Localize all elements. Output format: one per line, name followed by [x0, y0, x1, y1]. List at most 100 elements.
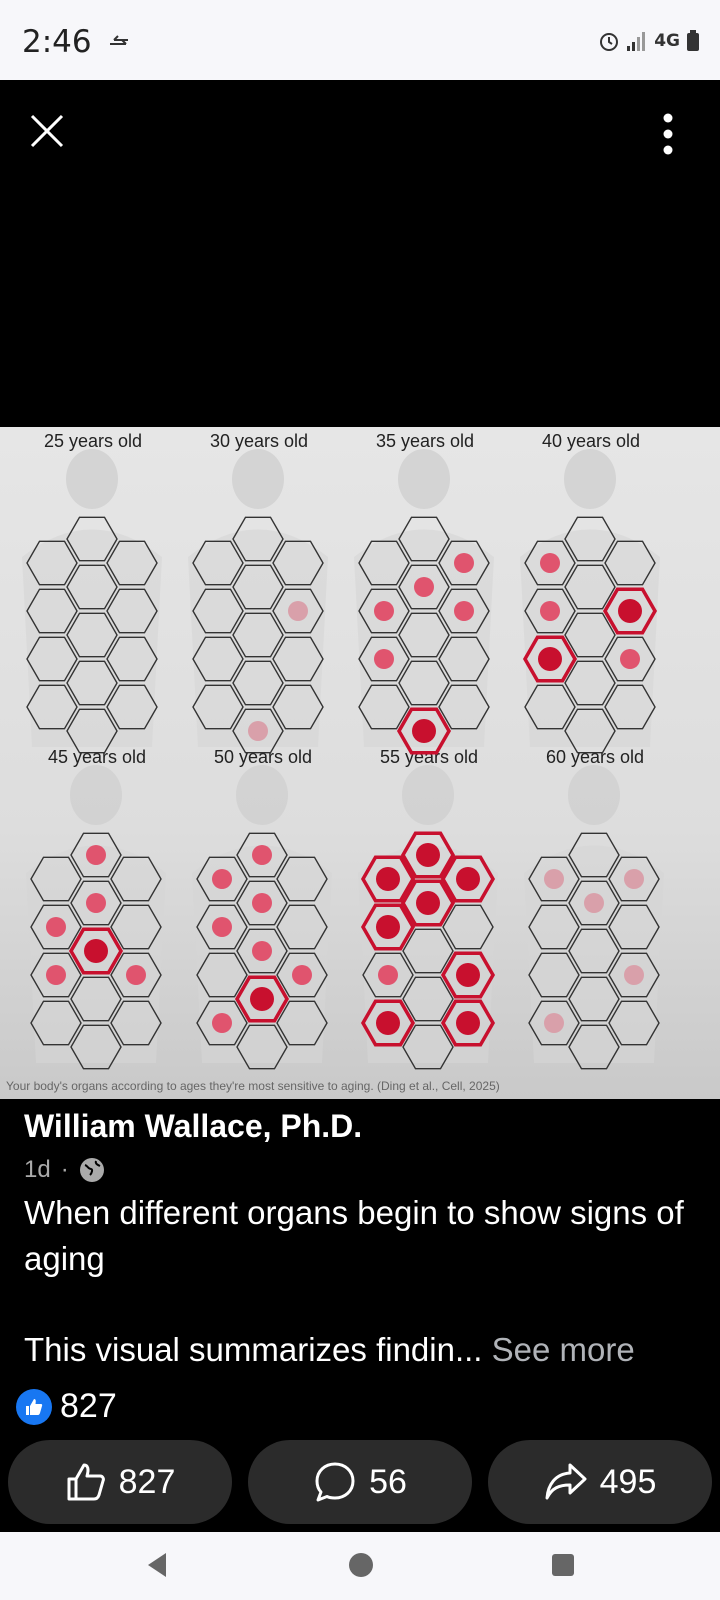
- hex-cell: [68, 927, 124, 975]
- hex-cell: [66, 708, 118, 754]
- organ-icon: [618, 599, 643, 623]
- post-excerpt: This visual summarizes findin...: [24, 1331, 483, 1368]
- hex-cell: [192, 636, 244, 682]
- organ-icon: [454, 553, 475, 573]
- comment-button[interactable]: 56: [248, 1440, 472, 1524]
- meta-separator: ·: [60, 1156, 69, 1183]
- silhouette-body: [520, 529, 660, 747]
- organ-icon: [375, 1011, 400, 1035]
- hex-cell: [192, 588, 244, 634]
- post-meta: 1d ·: [24, 1156, 105, 1184]
- like-count: 827: [118, 1462, 176, 1501]
- organ-icon: [252, 941, 272, 961]
- hex-cell: [110, 952, 162, 998]
- organ-icon: [211, 1013, 232, 1033]
- hex-cell: [360, 903, 416, 951]
- hex-cell: [30, 856, 82, 902]
- hex-cell: [276, 904, 328, 950]
- network-type: 4G: [654, 31, 680, 51]
- organ-icon: [454, 601, 475, 621]
- globe-icon: [79, 1158, 104, 1182]
- hex-cell: [358, 540, 410, 586]
- hex-cell: [442, 904, 494, 950]
- hex-cell: [110, 904, 162, 950]
- signal-icon: [627, 32, 646, 51]
- hex-cell: [608, 904, 660, 950]
- hex-cell: [106, 684, 158, 730]
- organ-icon: [543, 1013, 564, 1033]
- panel-title: 30 years old: [209, 431, 309, 451]
- hex-cell: [608, 856, 660, 902]
- hex-cell: [522, 635, 578, 683]
- hex-cell: [232, 708, 284, 754]
- reaction-count: 827: [60, 1387, 117, 1425]
- share-count: 495: [599, 1462, 657, 1501]
- silhouette-head: [236, 765, 288, 825]
- home-icon[interactable]: [346, 1550, 376, 1580]
- hex-cell: [106, 636, 158, 682]
- close-icon[interactable]: [24, 108, 70, 154]
- organ-icon: [211, 869, 232, 889]
- organ-icon: [373, 601, 394, 621]
- silhouette-head: [70, 765, 122, 825]
- post-time: 1d: [24, 1156, 51, 1183]
- hex-cell: [440, 855, 496, 903]
- hex-cell: [30, 904, 82, 950]
- more-options-icon[interactable]: [656, 112, 680, 156]
- organ-icon: [416, 843, 440, 867]
- hex-cell: [236, 880, 288, 926]
- like-button[interactable]: 827: [8, 1440, 232, 1524]
- hex-cell: [438, 588, 490, 634]
- silhouette-head: [232, 449, 284, 509]
- hex-cell: [272, 684, 324, 730]
- panel-title: 45 years old: [47, 747, 147, 767]
- silhouette-head: [564, 449, 616, 509]
- organ-icon: [211, 917, 232, 937]
- back-icon[interactable]: [144, 1550, 170, 1580]
- panel-title: 40 years old: [541, 431, 641, 451]
- organ-icon: [86, 845, 106, 865]
- hex-cell: [604, 636, 656, 682]
- hex-cell: [604, 540, 656, 586]
- hex-cell: [396, 707, 452, 755]
- hex-cell: [196, 856, 248, 902]
- post-photo[interactable]: 25 years old 30 years old 35 years old 4…: [0, 427, 720, 1099]
- hex-cell: [400, 831, 456, 879]
- organ-icon: [377, 965, 398, 985]
- organ-icon: [126, 965, 147, 985]
- share-button[interactable]: 495: [488, 1440, 712, 1524]
- status-bar: 2:46 4G: [0, 0, 720, 80]
- hex-cell: [528, 904, 580, 950]
- hex-cell: [564, 564, 616, 610]
- hex-cell: [440, 951, 496, 999]
- reactions-summary[interactable]: 827: [16, 1387, 117, 1426]
- organ-icon: [288, 601, 309, 621]
- silhouette-body: [524, 845, 664, 1063]
- hex-cell: [106, 588, 158, 634]
- hex-cell: [70, 880, 122, 926]
- hex-cell: [26, 684, 78, 730]
- hex-cell: [402, 976, 454, 1022]
- hex-cell: [66, 564, 118, 610]
- hex-cell: [402, 928, 454, 974]
- see-more-link[interactable]: See more: [491, 1331, 635, 1368]
- viewer-header: [0, 80, 720, 427]
- organ-icon: [412, 719, 436, 743]
- hex-cell: [196, 952, 248, 998]
- organ-icon: [624, 965, 645, 985]
- organ-icon: [84, 939, 108, 963]
- organ-icon: [539, 553, 560, 573]
- post-author[interactable]: William Wallace, Ph.D.: [24, 1108, 363, 1144]
- hex-cell: [30, 1000, 82, 1046]
- hex-cell: [564, 516, 616, 562]
- hex-cell: [524, 588, 576, 634]
- like-reaction-icon: [16, 1388, 52, 1425]
- hex-cell: [568, 928, 620, 974]
- hex-cell: [440, 999, 496, 1047]
- comment-icon: [315, 1462, 355, 1502]
- recents-icon[interactable]: [550, 1550, 576, 1580]
- organ-icon: [45, 917, 66, 937]
- hex-cell: [398, 612, 450, 658]
- hex-cell: [360, 999, 416, 1047]
- organ-icon: [456, 867, 481, 891]
